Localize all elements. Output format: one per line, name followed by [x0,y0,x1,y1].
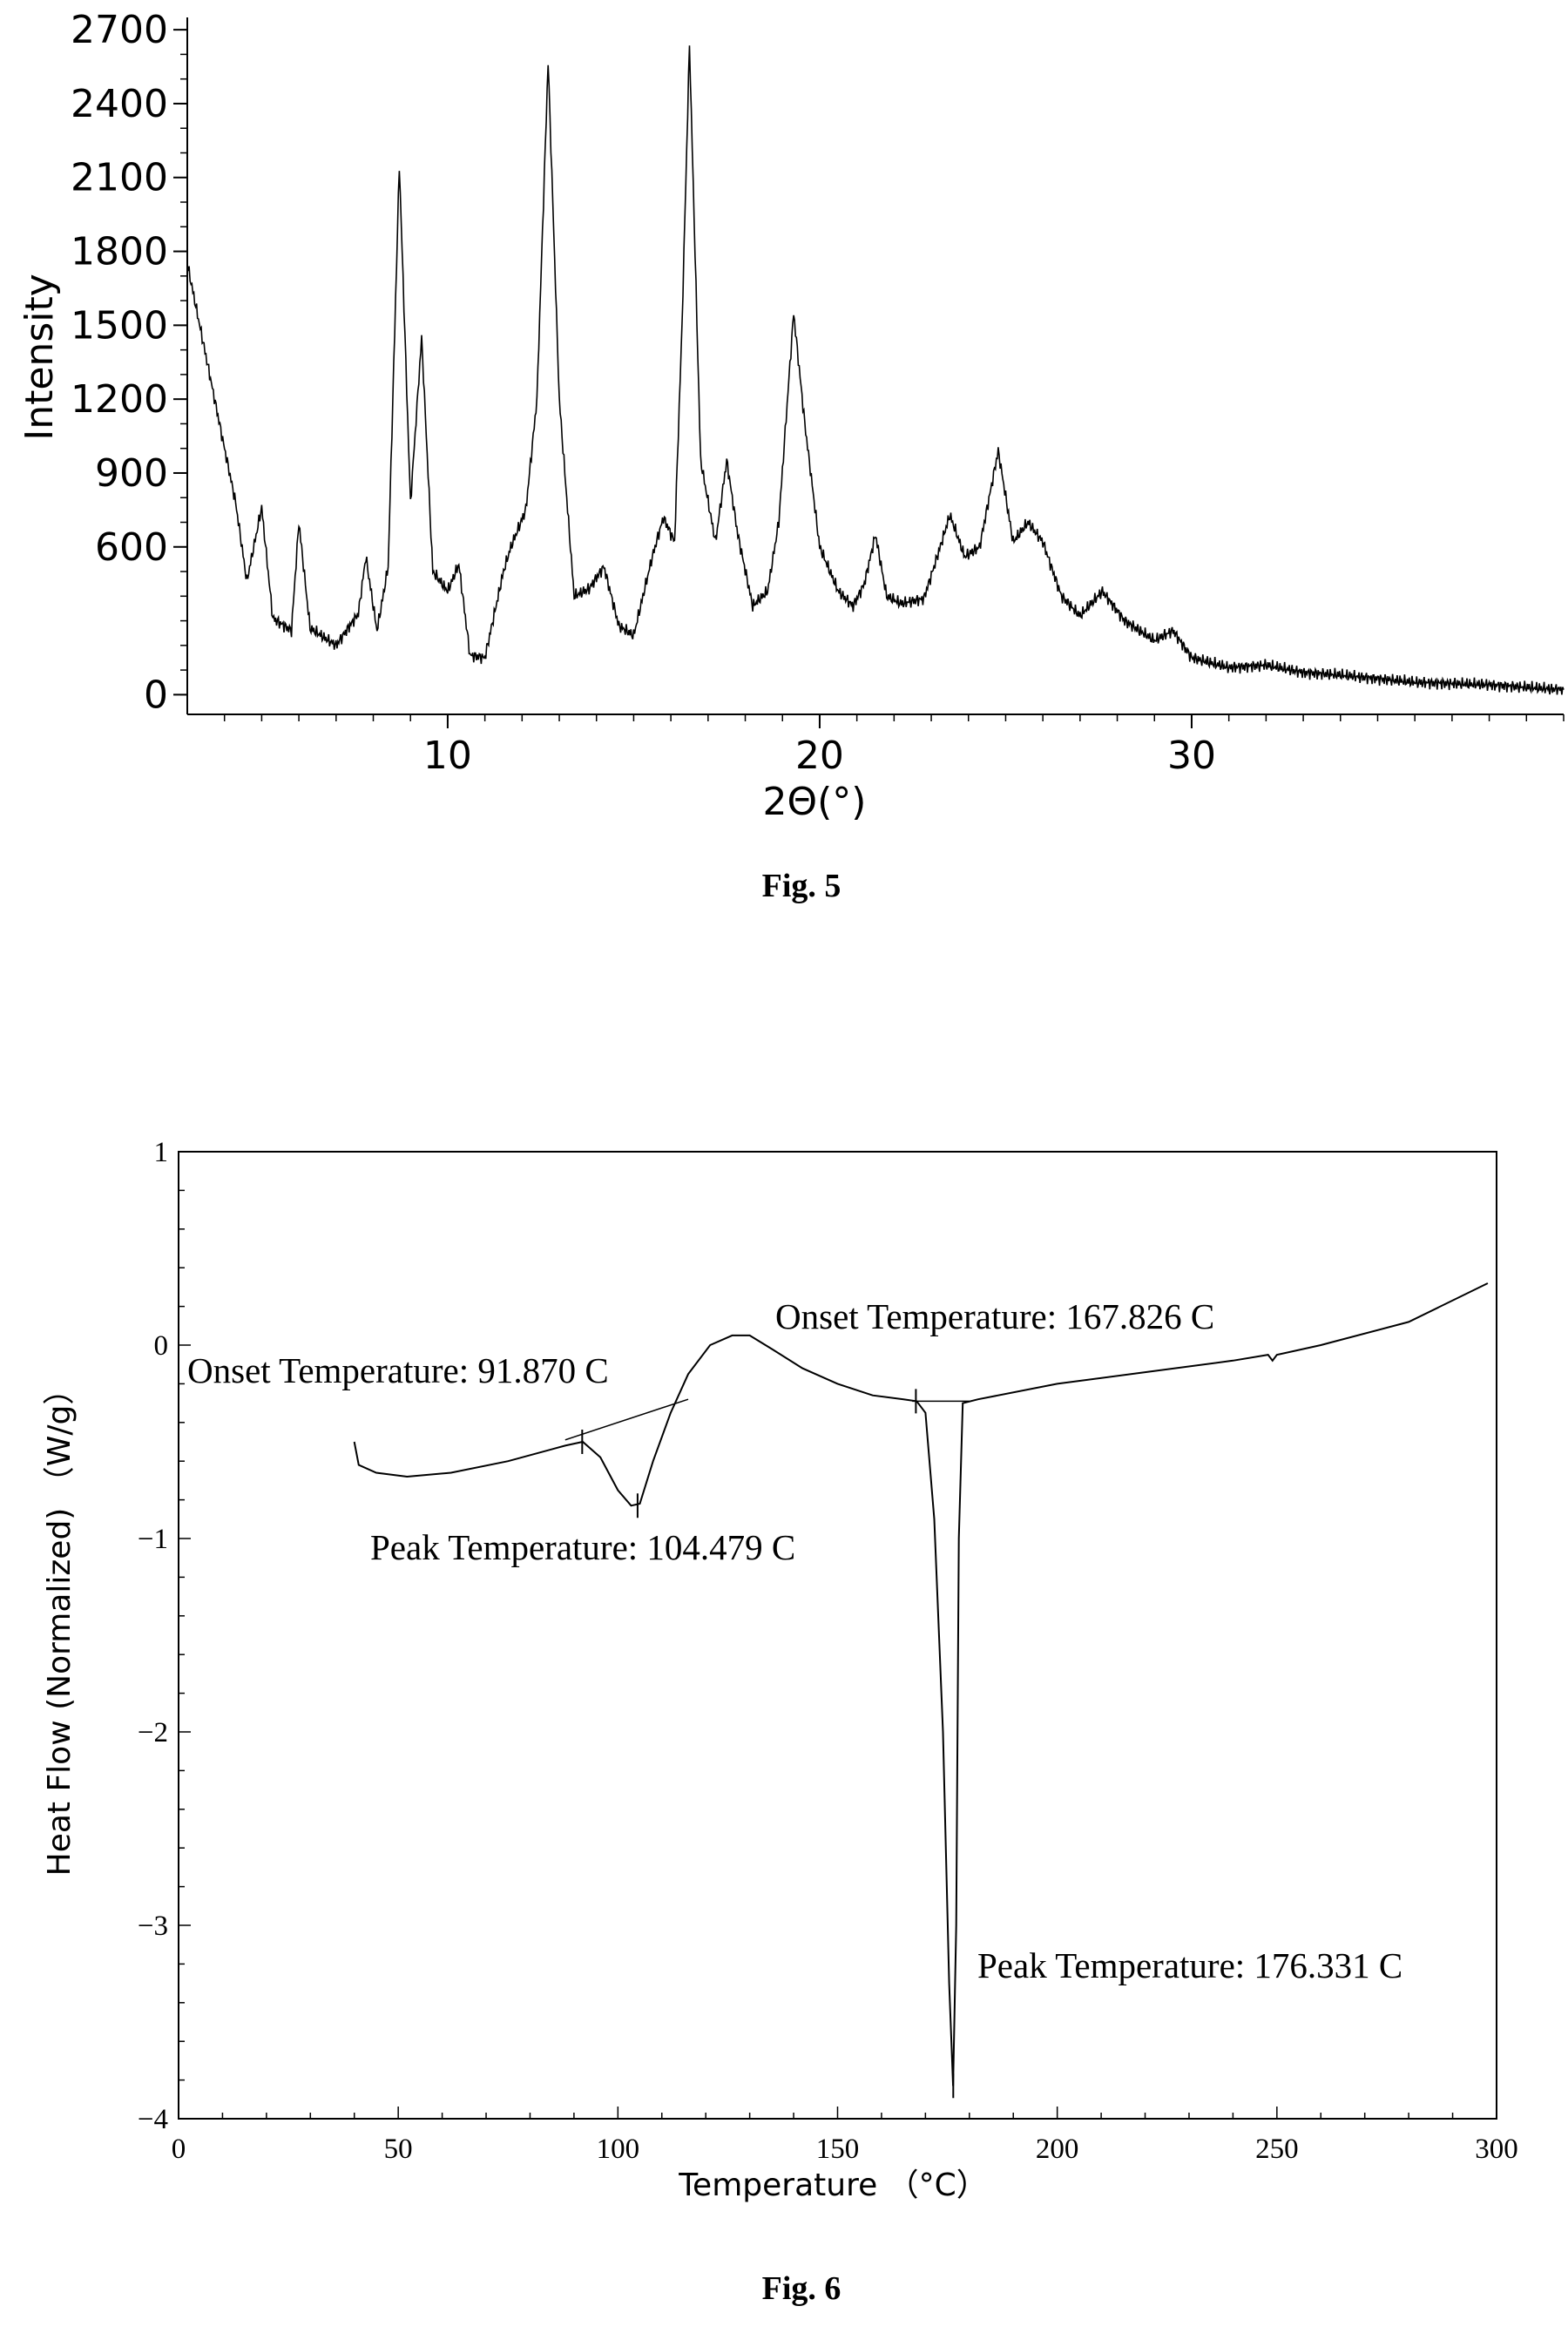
y-tick-label: 1800 [71,230,168,274]
x-tick-label: 30 [1167,734,1216,778]
y-axis-title: Heat Flow (Normalized) （W/g） [42,1374,78,1877]
x-tick-label: 150 [816,2134,860,2165]
y-tick-label: 900 [95,451,168,496]
x-axis-title: Temperature （°C） [678,2168,988,2203]
annotation-label: Peak Temperature: 176.331 C [977,1945,1402,1985]
annotation-label: Onset Temperature: 167.826 C [775,1296,1214,1336]
figure-5-caption: Fig. 5 [761,868,841,904]
x-axis-title: 2Θ(°) [763,780,867,824]
y-tick-label: −2 [138,1717,168,1748]
x-tick-label: 50 [384,2134,413,2165]
y-tick-label: 1 [154,1137,169,1168]
y-tick-label: 0 [144,673,168,717]
annotation-label: Onset Temperature: 91.870 C [187,1350,609,1390]
x-tick-label: 20 [795,734,844,778]
x-tick-label: 10 [423,734,472,778]
x-tick-label: 250 [1255,2134,1299,2165]
y-tick-label: −3 [138,1911,168,1942]
dsc-chart: 0 50 100 150 200 250 300 1 0 −1 −2 −3 −4 Temperature … [42,1137,1518,2203]
y-tick-label: 0 [154,1330,169,1362]
x-tick-label: 0 [172,2134,186,2165]
x-tick-label: 200 [1036,2134,1079,2165]
y-tick-label: 2700 [71,8,168,52]
y-tick-label: 2100 [71,156,168,200]
dsc-curve [353,1282,1489,2086]
y-tick-label: −1 [138,1524,168,1555]
baseline-tangent-1 [564,1398,689,1441]
y-tick-label: 1200 [71,377,168,422]
y-tick-label: 600 [95,525,168,570]
xrd-chart: 0 600 900 1200 1500 1800 2100 2400 2700 10 20 30 2Θ(… [17,8,1565,824]
x-tick-label: 100 [597,2134,640,2165]
y-tick-label: 1500 [71,303,168,348]
y-axis-title: Intensity [17,274,62,441]
xrd-trace [186,45,1565,695]
y-tick-label: −4 [138,2104,168,2135]
y-tick-label: 2400 [71,82,168,126]
x-tick-label: 300 [1475,2134,1518,2165]
figure-6-caption: Fig. 6 [761,2270,841,2307]
annotation-label: Peak Temperature: 104.479 C [370,1527,795,1567]
